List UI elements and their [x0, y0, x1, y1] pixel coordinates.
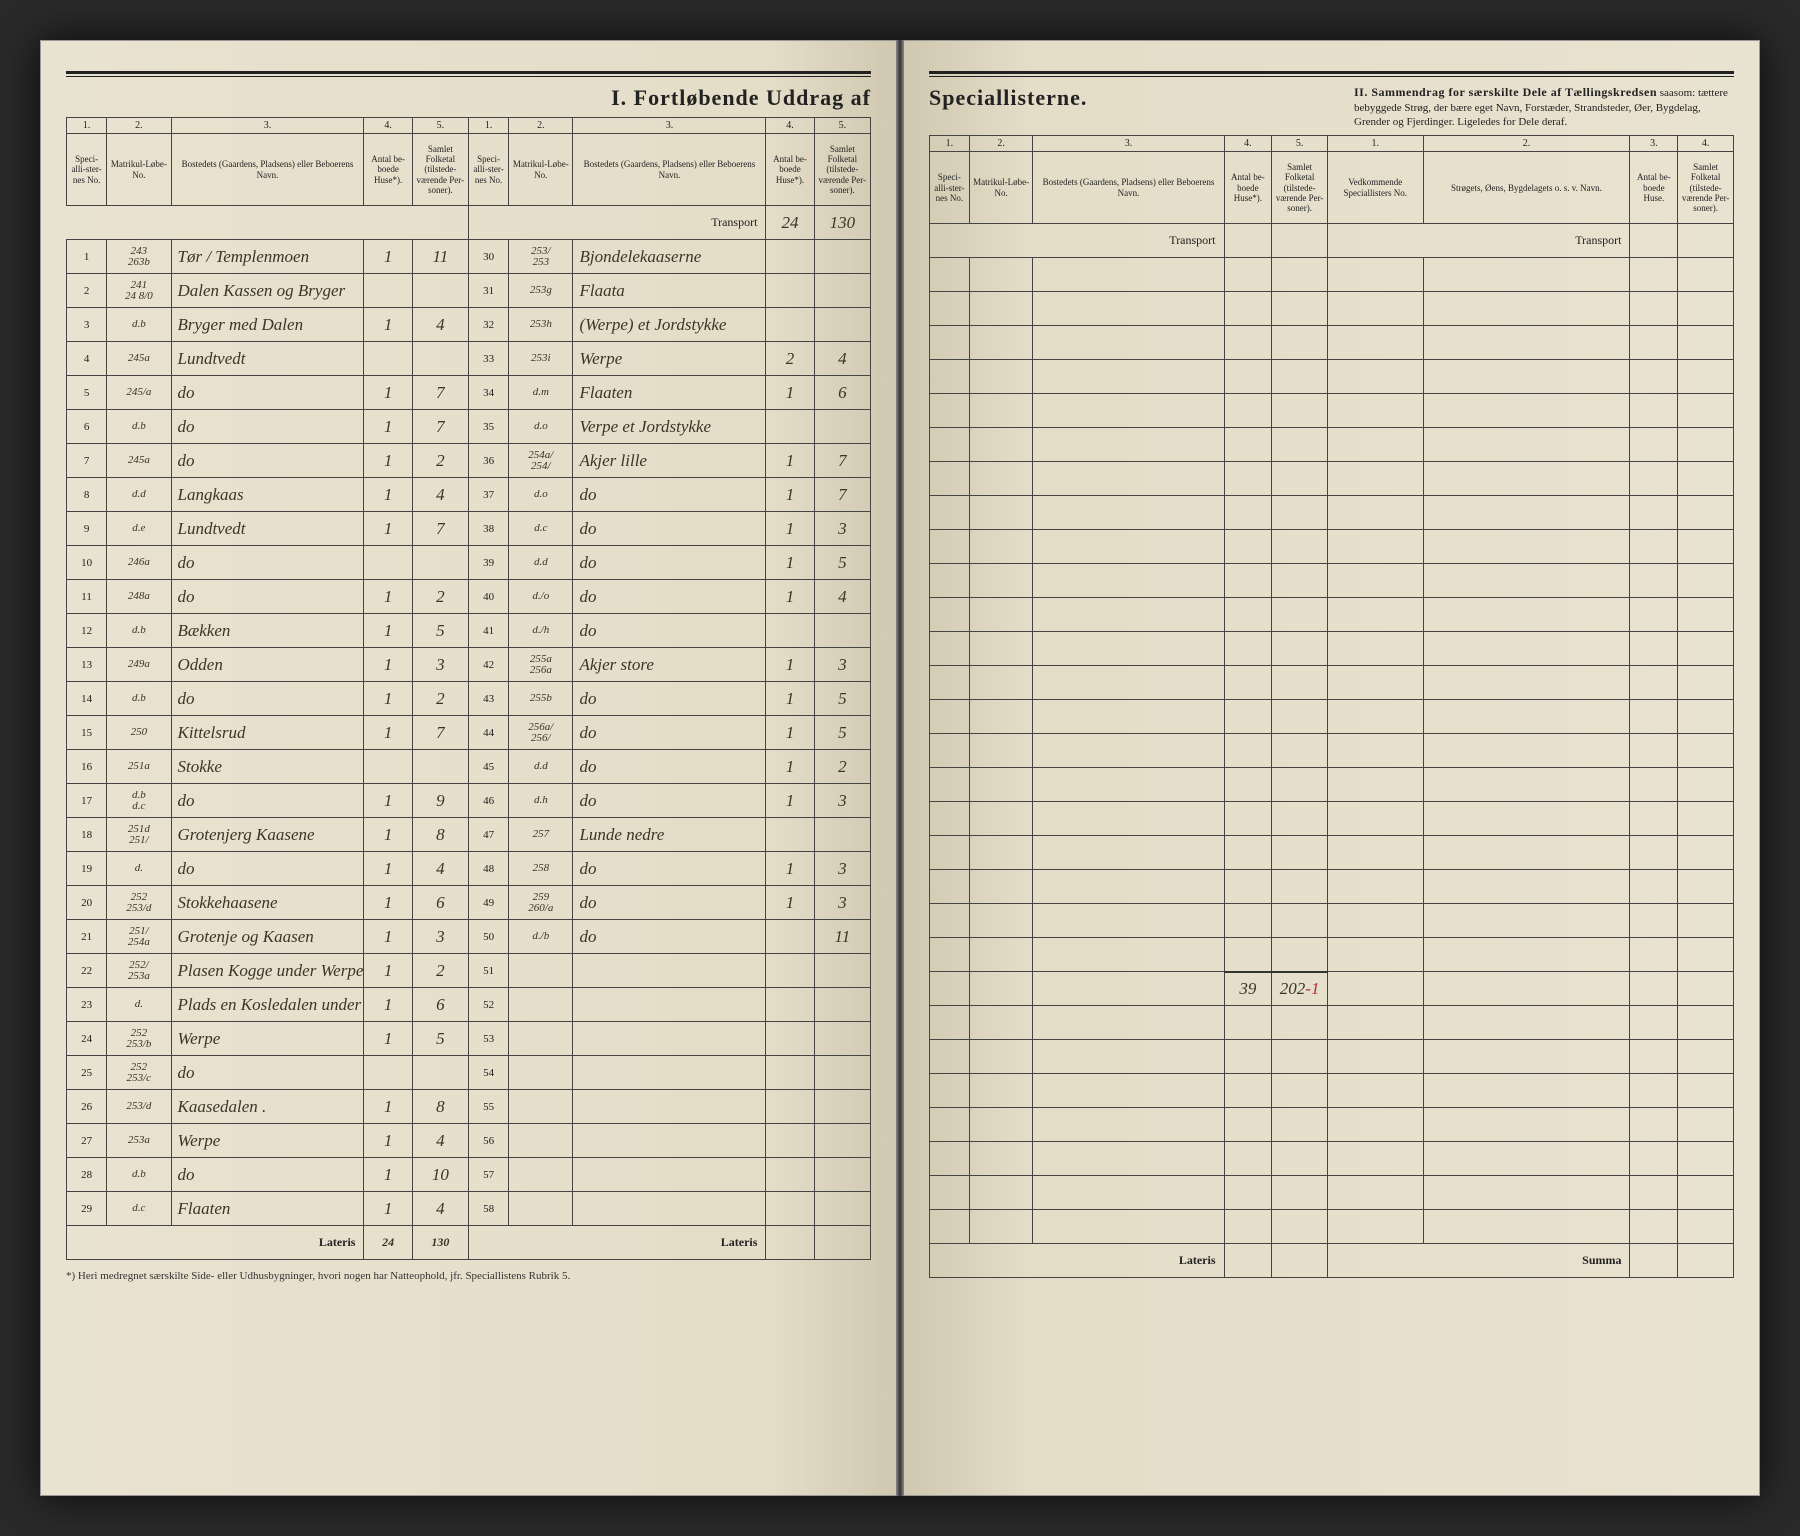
- table-row: [930, 564, 1734, 598]
- table-row: [930, 360, 1734, 394]
- footnote: *) Heri medregnet særskilte Side- eller …: [66, 1270, 871, 1282]
- table-row: 5245/ado1734d.mFlaaten16: [67, 376, 871, 410]
- table-row: [930, 462, 1734, 496]
- title-row-left: I. Fortløbende Uddrag af: [66, 85, 871, 111]
- table-row: [930, 904, 1734, 938]
- table-row: [930, 734, 1734, 768]
- right-page: Speciallisterne. II. Sammendrag for særs…: [904, 40, 1760, 1496]
- table-row: 4245aLundtvedt33253iWerpe24: [67, 342, 871, 376]
- subtitle: II. Sammendrag for særskilte Dele af Tæl…: [1354, 85, 1734, 129]
- table-row: [930, 326, 1734, 360]
- table-row: 28d.bdo11057: [67, 1158, 871, 1192]
- table-row: [930, 836, 1734, 870]
- left-table: 1. 2. 3. 4. 5. 1. 2. 3. 4. 5. Speci-alli…: [66, 117, 871, 1260]
- table-row: [930, 428, 1734, 462]
- table-row: [930, 496, 1734, 530]
- table-row: [930, 1040, 1734, 1074]
- top-rule: [66, 71, 871, 77]
- table-row: 14d.bdo1243255bdo15: [67, 682, 871, 716]
- table-row: 3d.bBryger med Dalen1432253h(Werpe) et J…: [67, 308, 871, 342]
- table-row: 39202-1: [930, 972, 1734, 1006]
- table-row: 224124 8/0Dalen Kassen og Bryger31253gFl…: [67, 274, 871, 308]
- left-page: I. Fortløbende Uddrag af 1. 2. 3. 4. 5. …: [40, 40, 896, 1496]
- table-row: 20252253/dStokkehaasene1649259260/ado13: [67, 886, 871, 920]
- table-row: 29d.cFlaaten1458: [67, 1192, 871, 1226]
- col-header-row-right: Speci-alli-ster-nes No. Matrikul-Løbe-No…: [930, 152, 1734, 224]
- table-row: 18251d251/Grotenjerg Kaasene1847257Lunde…: [67, 818, 871, 852]
- table-row: 24252253/bWerpe1553: [67, 1022, 871, 1056]
- transport-row: Transport24130: [67, 206, 871, 240]
- table-row: [930, 1142, 1734, 1176]
- table-row: 11248ado1240d./odo14: [67, 580, 871, 614]
- ledger-book: I. Fortløbende Uddrag af 1. 2. 3. 4. 5. …: [40, 40, 1760, 1496]
- table-row: 22252/253aPlasen Kogge under Werpe1251: [67, 954, 871, 988]
- table-row: [930, 1176, 1734, 1210]
- table-row: [930, 1074, 1734, 1108]
- lateris-row: Lateris 24 130 Lateris: [67, 1226, 871, 1260]
- table-row: 19d.do1448258do13: [67, 852, 871, 886]
- table-row: 8d.dLangkaas1437d.odo17: [67, 478, 871, 512]
- table-row: [930, 666, 1734, 700]
- table-row: [930, 802, 1734, 836]
- table-row: 9d.eLundtvedt1738d.cdo13: [67, 512, 871, 546]
- table-row: [930, 394, 1734, 428]
- table-row: [930, 700, 1734, 734]
- table-row: 17d.bd.cdo1946d.hdo13: [67, 784, 871, 818]
- title-right: Speciallisterne.: [929, 85, 1087, 111]
- table-row: [930, 768, 1734, 802]
- top-rule-right: [929, 71, 1734, 77]
- table-row: [930, 632, 1734, 666]
- table-row: [930, 1210, 1734, 1244]
- table-row: [930, 598, 1734, 632]
- table-row: 16251aStokke45d.ddo12: [67, 750, 871, 784]
- table-row: [930, 258, 1734, 292]
- table-row: 12d.bBækken1541d./hdo: [67, 614, 871, 648]
- table-row: 1243263bTør / Templenmoen11130253/253Bjo…: [67, 240, 871, 274]
- right-table: 1. 2. 3. 4. 5. 1. 2. 3. 4. Speci-alli-st…: [929, 135, 1734, 1278]
- summa-row: Lateris Summa: [930, 1244, 1734, 1278]
- table-row: 26253/dKaasedalen .1855: [67, 1090, 871, 1124]
- table-row: 15250Kittelsrud1744256a/256/do15: [67, 716, 871, 750]
- table-row: [930, 1108, 1734, 1142]
- title-left: I. Fortløbende Uddrag af: [611, 85, 871, 111]
- table-row: [930, 870, 1734, 904]
- table-row: 23d.Plads en Kosledalen under do1652: [67, 988, 871, 1022]
- table-row: 21251/254aGrotenje og Kaasen1350d./bdo11: [67, 920, 871, 954]
- table-row: 27253aWerpe1456: [67, 1124, 871, 1158]
- col-header-row: Speci-alli-ster-nes No. Matrikul-Løbe-No…: [67, 134, 871, 206]
- table-row: [930, 1006, 1734, 1040]
- table-row: 7245ado1236254a/254/Akjer lille17: [67, 444, 871, 478]
- table-row: 10246ado39d.ddo15: [67, 546, 871, 580]
- col-num-row: 1. 2. 3. 4. 5. 1. 2. 3. 4. 5.: [67, 118, 871, 134]
- transport-row-right: TransportTransport: [930, 224, 1734, 258]
- table-row: [930, 938, 1734, 972]
- table-row: [930, 292, 1734, 326]
- book-spine: [896, 40, 904, 1496]
- table-row: 25252253/cdo54: [67, 1056, 871, 1090]
- table-row: 6d.bdo1735d.oVerpe et Jordstykke: [67, 410, 871, 444]
- title-row-right: Speciallisterne. II. Sammendrag for særs…: [929, 85, 1734, 129]
- col-num-row-right: 1. 2. 3. 4. 5. 1. 2. 3. 4.: [930, 136, 1734, 152]
- table-row: [930, 530, 1734, 564]
- table-row: 13249aOdden1342255a256aAkjer store13: [67, 648, 871, 682]
